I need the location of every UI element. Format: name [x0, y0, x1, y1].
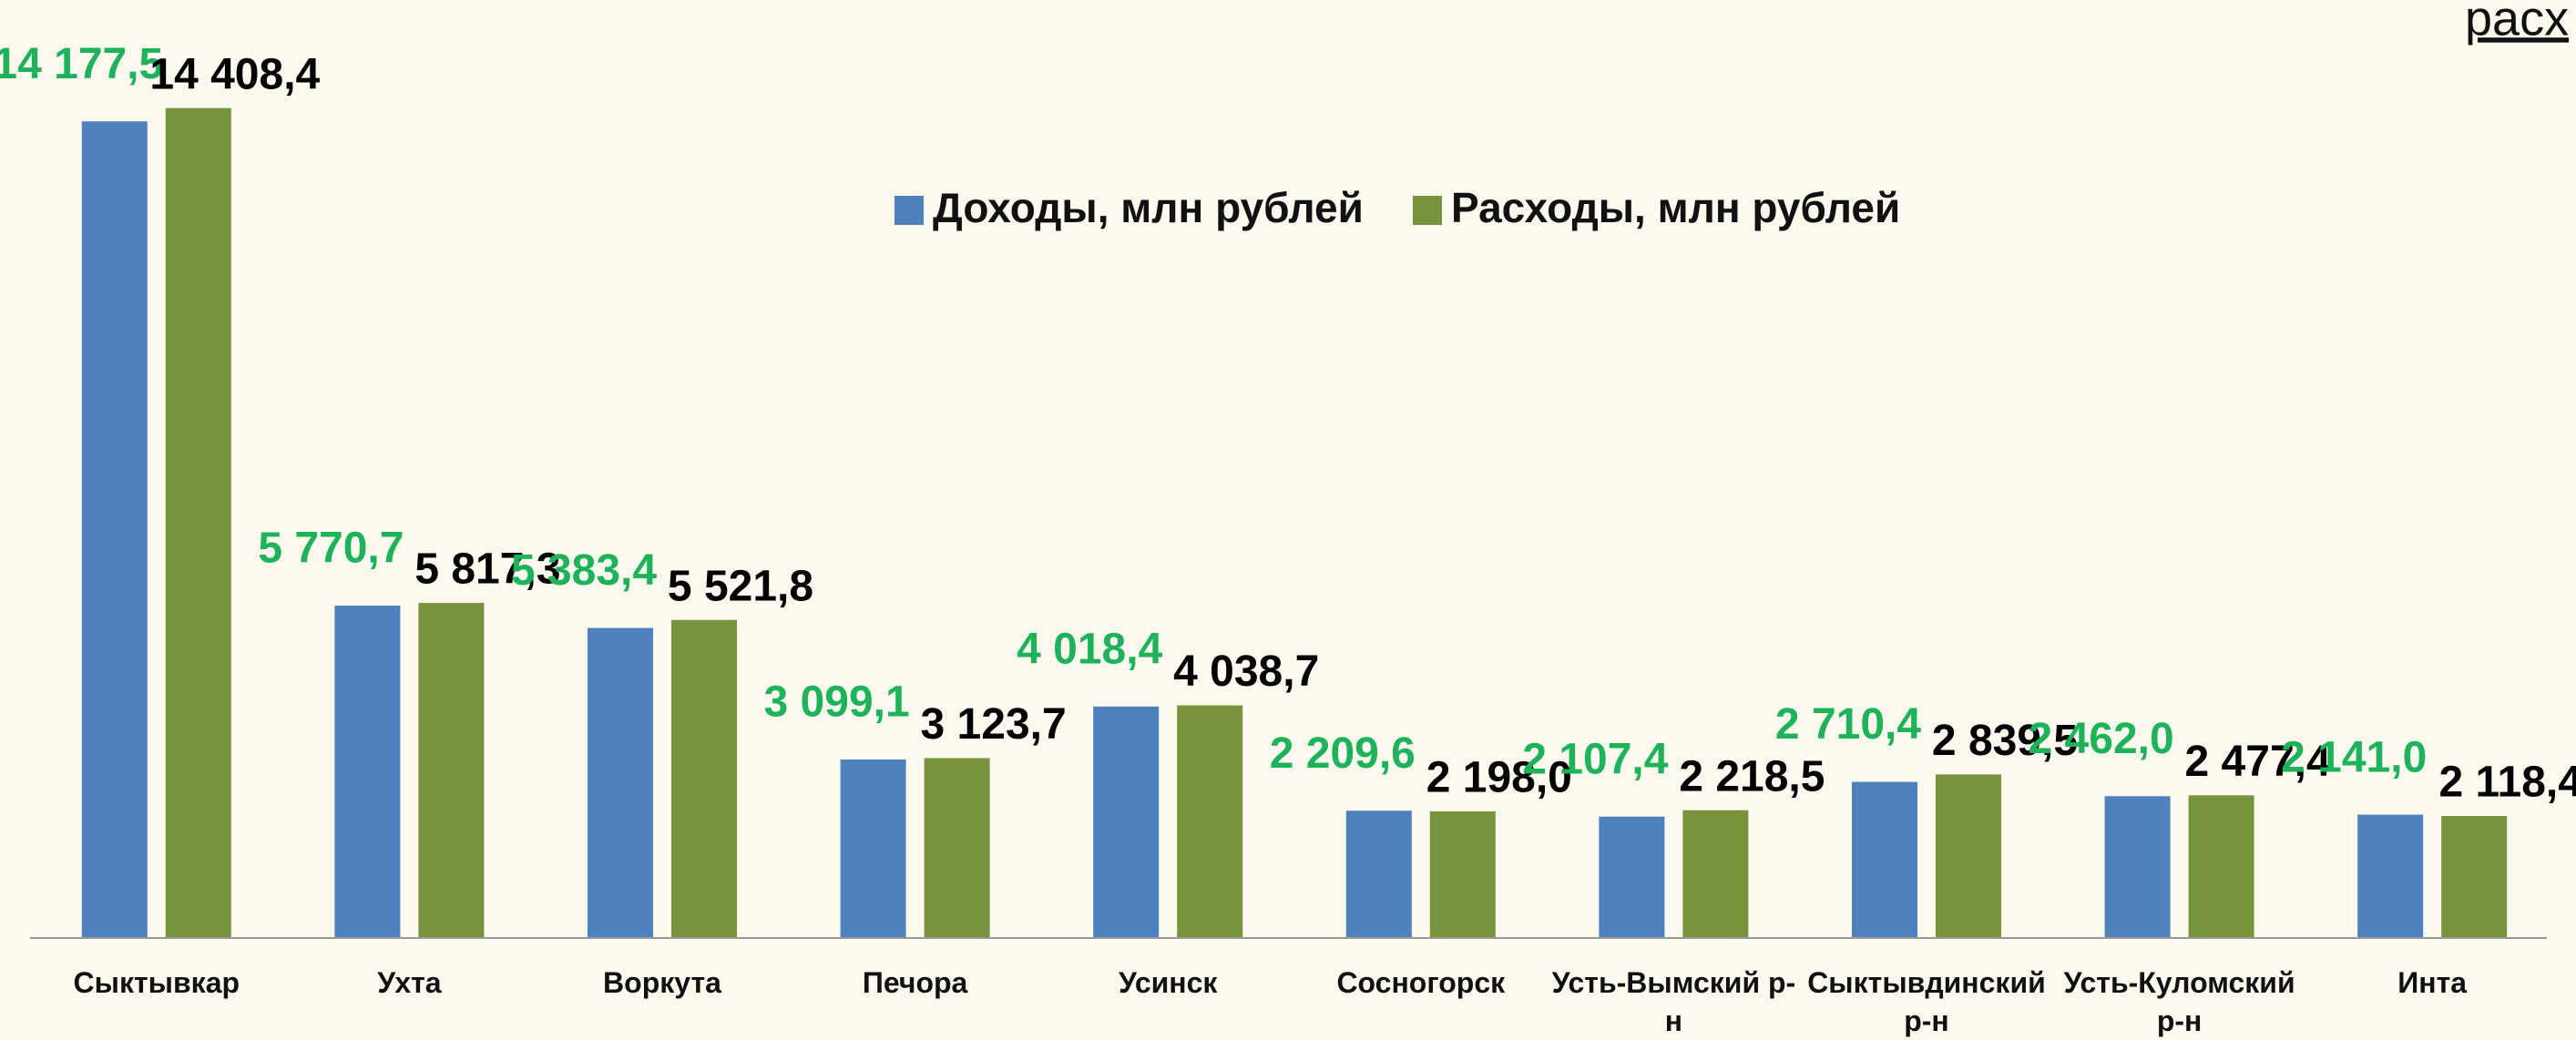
bar [1852, 781, 1917, 938]
chart-title: расх [2465, 0, 2569, 46]
value-label: 5 770,7 [258, 525, 404, 573]
bar [1599, 816, 1665, 938]
bar [1936, 774, 2001, 938]
bar [2441, 816, 2508, 938]
bar [1682, 810, 1749, 938]
value-label: 5 817,3 [414, 545, 560, 594]
bar [2104, 796, 2171, 938]
x-tick-label: Инта [2397, 966, 2468, 999]
value-label: 2 209,6 [1270, 729, 1416, 778]
value-label: 4 038,7 [1173, 647, 1319, 696]
x-tick-label: Усть-Вымский р-н [1551, 966, 1796, 1037]
value-label: 4 018,4 [1017, 626, 1162, 674]
bar [588, 627, 653, 938]
legend-label: Расходы, млн рублей [1451, 184, 1900, 231]
bar [840, 759, 906, 938]
bar [81, 121, 148, 938]
x-tick-label: Сосногорск [1336, 966, 1506, 999]
bar [1345, 811, 1412, 938]
value-label: 2 477,4 [2185, 738, 2331, 786]
legend-label: Доходы, млн рублей [933, 184, 1364, 231]
value-label: 14 408,4 [149, 50, 320, 98]
x-tick-label: Усинск [1118, 966, 1218, 999]
value-label: 3 123,7 [921, 700, 1067, 749]
value-label: 2 710,4 [1775, 700, 1921, 749]
value-label: 2 198,0 [1426, 754, 1572, 802]
bar [2188, 795, 2254, 938]
x-tick-label: Сыктывдинский р-н [1807, 966, 2046, 1037]
value-label: 2 839,5 [1932, 717, 2078, 765]
bar [165, 107, 231, 938]
value-label: 2 118,4 [2438, 759, 2576, 807]
bar [334, 606, 401, 938]
value-label: 2 462,0 [2029, 715, 2174, 763]
legend-swatch [894, 196, 924, 225]
value-label: 2 218,5 [1679, 752, 1825, 800]
bar [924, 758, 990, 938]
value-label: 2 107,4 [1522, 735, 1668, 783]
bar [418, 603, 485, 938]
bar [1093, 706, 1160, 938]
value-label: 5 383,4 [511, 546, 657, 595]
value-label: 5 521,8 [668, 562, 813, 610]
x-tick-label: Сыктывкар [73, 966, 240, 999]
x-tick-label: Воркута [603, 966, 721, 999]
bar [671, 619, 737, 938]
legend-swatch [1413, 196, 1442, 225]
value-label: 3 099,1 [764, 678, 910, 727]
bar [1177, 705, 1243, 938]
x-tick-label: Ухта [377, 966, 442, 999]
x-tick-label: Печора [862, 966, 968, 999]
x-tick-label: Усть-Куломский р-н [2063, 966, 2295, 1037]
value-label: 14 177,5 [0, 40, 163, 88]
value-label: 2 141,0 [2281, 733, 2427, 781]
bar [2357, 814, 2424, 938]
bar [1429, 811, 1496, 938]
